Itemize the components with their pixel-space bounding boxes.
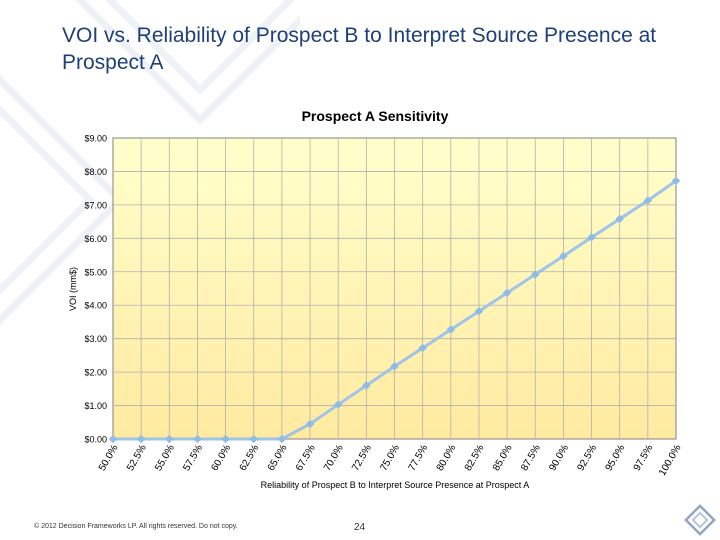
data-point (193, 434, 202, 444)
data-point (390, 362, 399, 371)
data-point (221, 434, 230, 444)
x-tick-label: 52.5% (125, 443, 149, 473)
x-tick-label: 87.5% (519, 443, 543, 473)
gridlines (113, 138, 676, 439)
x-tick-label: 97.5% (632, 443, 656, 473)
y-tick-label: $0.00 (84, 435, 107, 445)
y-tick-label: $4.00 (84, 301, 107, 311)
x-axis-label: Reliability of Prospect B to Interpret S… (261, 480, 530, 490)
y-tick-label: $6.00 (84, 234, 107, 244)
x-tick-label: 90.0% (547, 443, 571, 473)
x-tick-label: 82.5% (463, 443, 487, 473)
data-point (418, 343, 427, 353)
data-point (136, 434, 146, 444)
data-point (277, 434, 287, 444)
x-tick-label: 70.0% (322, 443, 346, 473)
data-point (474, 306, 484, 316)
y-tick-label: $5.00 (84, 267, 107, 277)
x-tick-label: 95.0% (604, 443, 628, 473)
data-point (502, 288, 512, 298)
slide-title: VOI vs. Reliability of Prospect B to Int… (62, 24, 657, 74)
decision-frameworks-logo (684, 504, 716, 536)
copyright-footer: © 2012 Decision Frameworks LP. All right… (34, 523, 238, 530)
x-tick-label: 75.0% (378, 443, 402, 473)
data-point (249, 434, 258, 444)
x-tick-label: 57.5% (181, 443, 205, 473)
x-tick-label: 60.0% (209, 443, 233, 473)
data-point (333, 400, 343, 409)
x-tick-label: 80.0% (435, 443, 459, 473)
x-tick-label: 62.5% (238, 443, 262, 473)
x-tick-label: 77.5% (407, 443, 431, 473)
data-point (165, 434, 174, 444)
x-tick-label: 100.0% (657, 443, 684, 478)
y-tick-label: $2.00 (84, 368, 107, 378)
x-tick-label: 67.5% (294, 443, 318, 473)
data-point (305, 419, 315, 429)
x-tick-label: 85.0% (491, 443, 515, 473)
data-point (108, 434, 118, 444)
x-axis-ticks: 50.0% 52.5% 55.0% 57.5% 60.0% 62.5% 65.0% 67.5%… (97, 443, 684, 478)
page-number: 24 (354, 522, 366, 533)
data-series (108, 176, 681, 444)
chart-title: Prospect A Sensitivity (302, 108, 449, 124)
x-tick-label: 65.0% (266, 443, 290, 473)
y-axis-ticks: $0.00 $1.00 $2.00 $3.00 $4.00 $5.00 $6.00 $7.00… (84, 134, 107, 445)
y-tick-label: $8.00 (84, 167, 107, 177)
y-tick-label: $1.00 (84, 401, 107, 411)
x-tick-label: 72.5% (350, 443, 374, 473)
y-tick-label: $9.00 (84, 134, 107, 144)
x-tick-label: 55.0% (153, 443, 177, 473)
x-tick-label: 92.5% (575, 443, 599, 473)
data-point (531, 270, 540, 279)
data-point (446, 325, 456, 334)
data-point (362, 381, 371, 390)
x-tick-label: 50.0% (97, 443, 121, 473)
y-tick-label: $7.00 (84, 200, 107, 210)
y-axis-label: VOI (mm$) (68, 267, 78, 311)
y-tick-label: $3.00 (84, 334, 107, 344)
